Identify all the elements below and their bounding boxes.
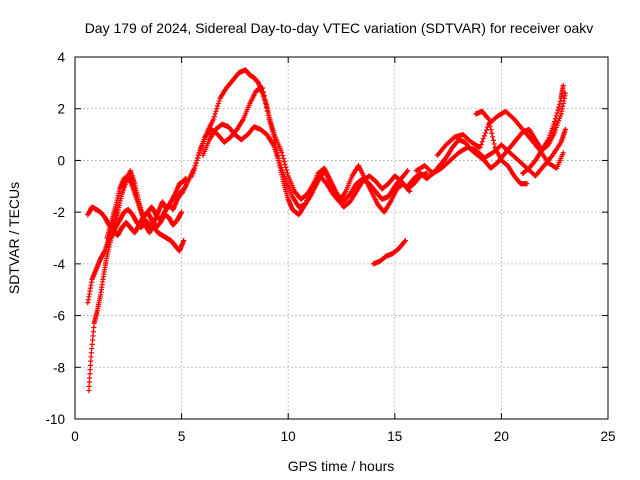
data-point [560, 150, 566, 156]
series-track-l [473, 108, 530, 187]
y-tick-label: 4 [57, 50, 65, 65]
data-point [265, 112, 271, 118]
data-point [404, 168, 411, 174]
grid-lines [75, 57, 608, 419]
data-point [262, 97, 268, 103]
data-point [214, 103, 221, 109]
data-point [477, 144, 483, 151]
data-point [481, 133, 487, 139]
series-track-i [404, 90, 568, 189]
data-point [210, 116, 217, 122]
data-point [478, 141, 484, 148]
data-point [488, 127, 494, 133]
data-points [85, 67, 568, 394]
data-point [181, 237, 187, 244]
data-point [556, 101, 563, 107]
data-point [191, 168, 197, 174]
data-point [486, 116, 492, 122]
data-point [280, 152, 286, 159]
y-tick-label: -8 [53, 360, 65, 375]
data-point [195, 155, 201, 161]
series-track-g [200, 121, 430, 210]
x-axis-label: GPS time / hours [288, 458, 395, 474]
y-tick-label: -2 [53, 205, 65, 220]
data-point [483, 127, 490, 133]
data-point [260, 85, 266, 91]
data-point [282, 161, 288, 167]
data-point [214, 106, 220, 112]
y-axis-label: SDTVAR / TECUs [6, 182, 22, 294]
y-tick-label: 0 [57, 153, 65, 168]
data-point [486, 120, 493, 126]
data-point [216, 98, 222, 104]
data-point [194, 157, 200, 164]
data-point [211, 113, 217, 120]
y-tick-label: -4 [53, 257, 65, 272]
data-point [487, 123, 493, 129]
data-point [552, 119, 558, 125]
data-point [284, 167, 290, 173]
data-point [279, 150, 285, 156]
data-point [553, 113, 559, 119]
series-track-d [104, 173, 189, 241]
x-tick-label: 15 [387, 429, 402, 444]
data-point [556, 104, 562, 110]
chart-title: Day 179 of 2024, Sidereal Day-to-day VTE… [85, 20, 594, 36]
plot-frame [74, 56, 609, 420]
y-tick-label: -10 [45, 412, 65, 427]
data-point [192, 165, 198, 171]
data-point [491, 141, 497, 147]
data-point [480, 136, 486, 142]
data-point [484, 124, 491, 130]
series-track-c [85, 204, 185, 239]
data-point [192, 163, 199, 169]
data-point [489, 130, 495, 136]
data-point [485, 115, 491, 121]
data-point [193, 160, 199, 166]
series-track-k [434, 108, 566, 171]
data-point [264, 108, 271, 114]
series-track-m [520, 82, 566, 176]
axis-ticks: 0 5 10 15 20 25 -10 -8 -6 -4 -2 0 2 4 [45, 50, 615, 444]
data-point [215, 100, 221, 107]
data-point [490, 137, 497, 143]
x-tick-label: 25 [600, 429, 615, 444]
data-point [482, 130, 489, 136]
data-point [490, 134, 496, 140]
data-point [260, 89, 267, 95]
y-tick-label: 2 [57, 102, 65, 117]
data-point [555, 107, 561, 113]
data-point [552, 116, 559, 122]
data-point [402, 238, 408, 245]
data-point [402, 237, 409, 244]
data-point [404, 169, 410, 175]
data-point [189, 173, 195, 179]
y-tick-label: -6 [53, 309, 65, 324]
series-track-h [370, 237, 409, 267]
data-point [213, 108, 219, 114]
x-tick-label: 20 [494, 429, 509, 444]
data-point [212, 111, 218, 117]
data-point [560, 82, 566, 89]
x-tick-label: 5 [178, 429, 186, 444]
data-point [264, 104, 270, 111]
data-point [190, 170, 196, 176]
data-point [179, 209, 185, 215]
data-point [284, 170, 290, 176]
data-point [261, 93, 267, 99]
data-point [263, 100, 269, 107]
data-point [281, 158, 287, 164]
data-point [479, 139, 485, 145]
data-point [562, 126, 568, 132]
data-point [280, 155, 287, 162]
data-point [557, 98, 563, 104]
series-track-a [86, 206, 187, 394]
data-point [424, 170, 430, 176]
x-tick-label: 0 [71, 429, 79, 444]
x-tick-label: 10 [281, 429, 296, 444]
data-point [283, 164, 289, 170]
data-point [554, 110, 560, 116]
data-point [524, 181, 530, 187]
